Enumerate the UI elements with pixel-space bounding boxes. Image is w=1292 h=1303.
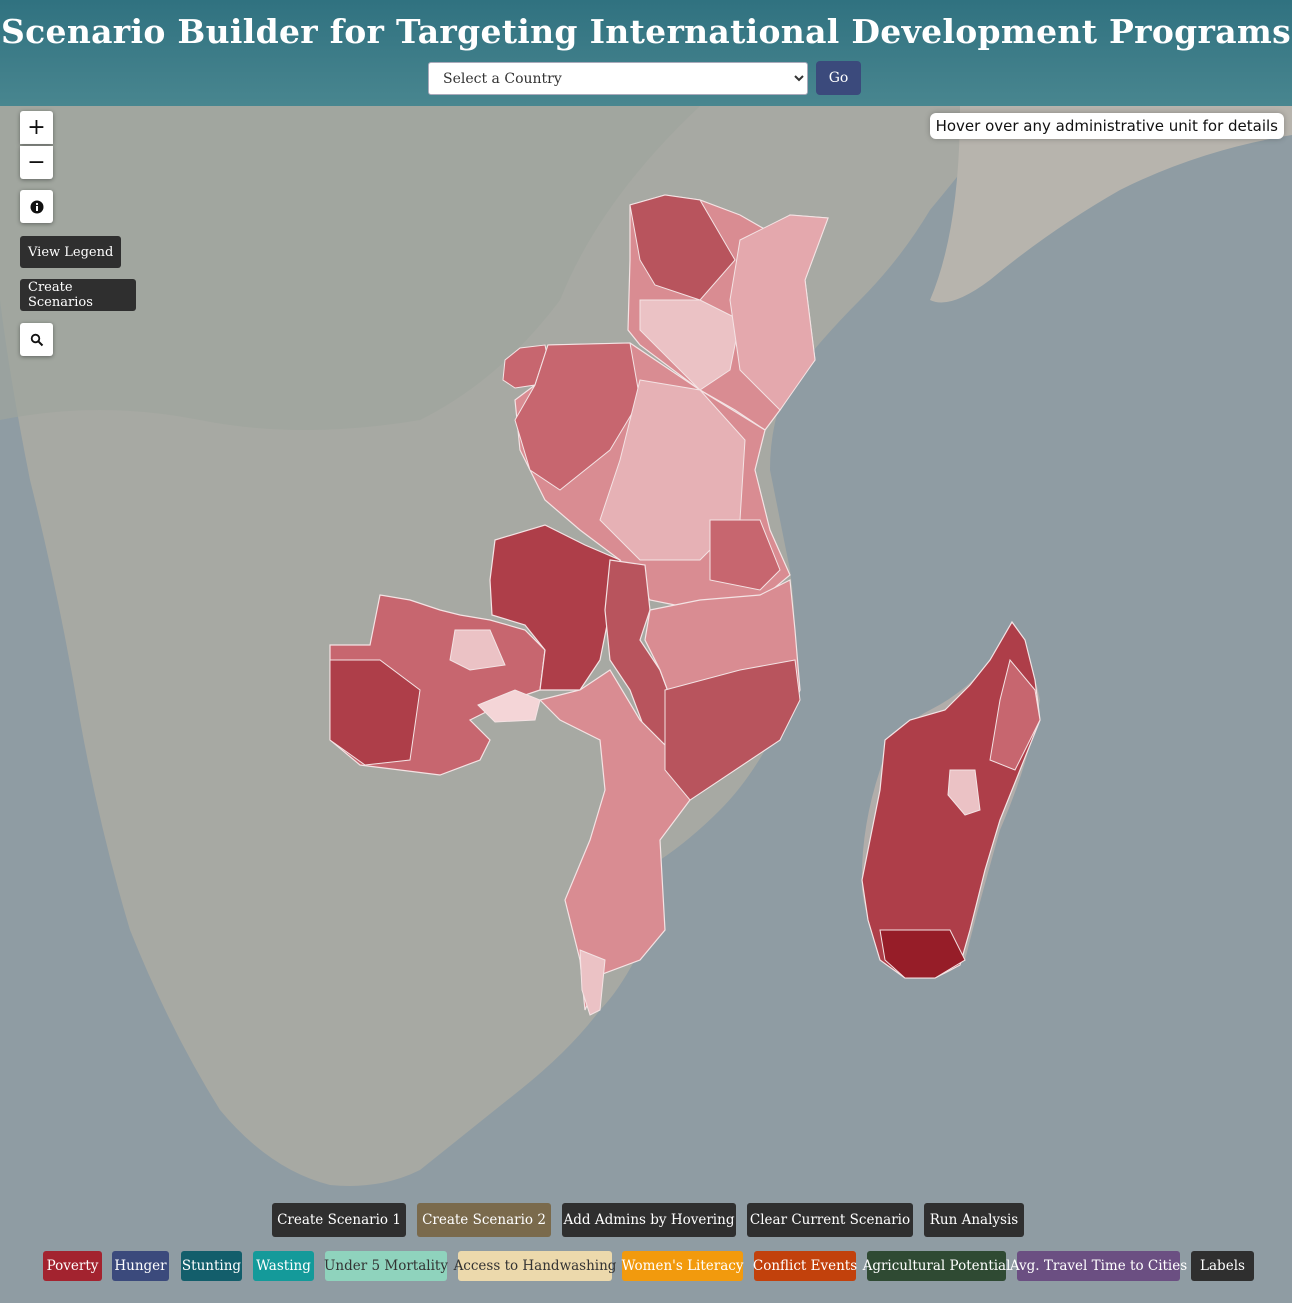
region-mozambique-south[interactable]	[579, 949, 606, 1016]
view-legend-button[interactable]: View Legend	[20, 236, 122, 268]
region-zambia-south[interactable]	[477, 689, 541, 723]
region-tanzania-central[interactable]	[599, 379, 746, 561]
region-kenya-east[interactable]	[729, 214, 829, 411]
region-mozambique-north[interactable]	[664, 659, 801, 801]
horn-landmass	[930, 106, 1292, 303]
region-tanzania-south[interactable]	[709, 519, 781, 591]
zoom-in-button[interactable]: +	[20, 111, 53, 144]
clear-scenario-button[interactable]: Clear Current Scenario	[747, 1203, 913, 1237]
layer-womens-literacy[interactable]: Women's Literacy	[622, 1251, 743, 1281]
layer-handwashing[interactable]: Access to Handwashing	[454, 1251, 616, 1281]
layer-labels[interactable]: Labels	[1191, 1251, 1254, 1281]
region-zambia-west[interactable]	[329, 659, 421, 766]
layer-stunting[interactable]: Stunting	[181, 1251, 242, 1281]
layer-conflict-events[interactable]: Conflict Events	[753, 1251, 857, 1281]
region-kenya-north[interactable]	[629, 194, 736, 301]
info-button[interactable]	[20, 190, 53, 223]
layer-poverty[interactable]: Poverty	[43, 1251, 102, 1281]
land-shade	[0, 106, 700, 430]
layer-under5-mortality[interactable]: Under 5 Mortality	[324, 1251, 448, 1281]
region-madagascar[interactable]	[861, 620, 1041, 979]
create-scenario-2-button[interactable]: Create Scenario 2	[417, 1203, 551, 1237]
info-icon	[30, 200, 43, 213]
layer-wasting[interactable]: Wasting	[253, 1251, 314, 1281]
layer-agricultural-potential[interactable]: Agricultural Potential	[863, 1251, 1010, 1281]
page-title: Scenario Builder for Targeting Internati…	[1, 12, 1291, 51]
region-madagascar-east[interactable]	[989, 658, 1041, 771]
create-scenario-1-button[interactable]: Create Scenario 1	[272, 1203, 406, 1237]
region-tanzania-west[interactable]	[514, 342, 641, 491]
search-icon	[30, 333, 43, 346]
layer-hunger[interactable]: Hunger	[112, 1251, 169, 1281]
go-button[interactable]: Go	[816, 61, 861, 95]
country-select[interactable]: Select a Country	[428, 62, 808, 95]
create-scenarios-button[interactable]: Create Scenarios	[20, 279, 136, 311]
add-admins-hovering-button[interactable]: Add Admins by Hovering	[562, 1203, 736, 1237]
search-button[interactable]	[20, 323, 53, 356]
header-bar: Scenario Builder for Targeting Internati…	[0, 0, 1292, 106]
layer-travel-time[interactable]: Avg. Travel Time to Cities	[1010, 1251, 1187, 1281]
run-analysis-button[interactable]: Run Analysis	[924, 1203, 1024, 1237]
region-zambia-light[interactable]	[449, 629, 506, 671]
region-madagascar-south[interactable]	[879, 929, 966, 979]
region-kenya-central[interactable]	[639, 299, 741, 391]
hover-info-panel: Hover over any administrative unit for d…	[929, 113, 1284, 139]
region-madagascar-light[interactable]	[947, 769, 981, 816]
zoom-out-button[interactable]: −	[20, 146, 53, 179]
